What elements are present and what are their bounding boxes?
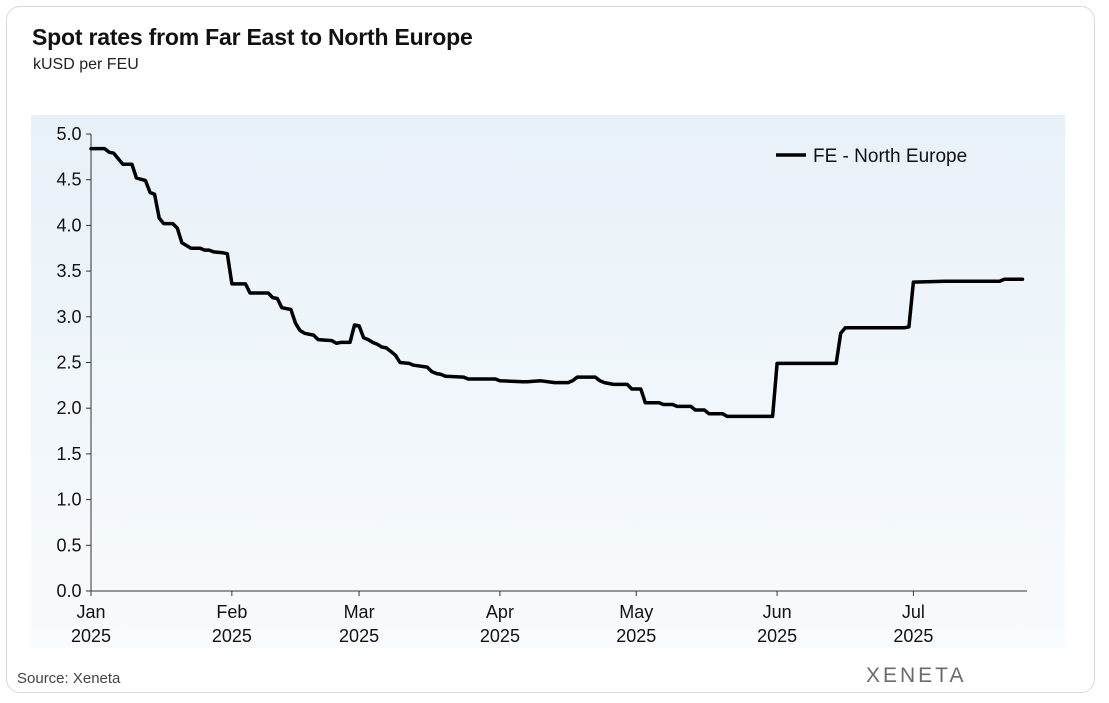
y-tick-label: 2.0 — [56, 398, 81, 418]
x-tick-year: 2025 — [339, 626, 379, 646]
legend: FE - North Europe — [776, 146, 967, 167]
x-tick-month: Jun — [763, 602, 792, 622]
y-tick-label: 1.0 — [56, 490, 81, 510]
y-tick-label: 1.5 — [56, 444, 81, 464]
x-tick-year: 2025 — [212, 626, 252, 646]
x-tick-year: 2025 — [480, 626, 520, 646]
x-tick-year: 2025 — [757, 626, 797, 646]
y-tick-label: 0.5 — [56, 535, 81, 555]
x-tick-year: 2025 — [616, 626, 656, 646]
chart-subtitle: kUSD per FEU — [33, 56, 139, 73]
y-tick-label: 4.5 — [56, 170, 81, 190]
x-tick-month: Feb — [216, 602, 247, 622]
y-tick-label: 4.0 — [56, 215, 81, 235]
x-tick-month: May — [619, 602, 653, 622]
x-tick-month: Jan — [76, 602, 105, 622]
y-tick-label: 5.0 — [56, 124, 81, 144]
source-note: Source: Xeneta — [17, 670, 121, 687]
x-tick-month: Mar — [344, 602, 375, 622]
y-tick-label: 3.0 — [56, 307, 81, 327]
y-tick-label: 2.5 — [56, 353, 81, 373]
y-tick-label: 0.0 — [56, 581, 81, 601]
x-tick-month: Apr — [486, 602, 514, 622]
series-line-fe-north-europe — [89, 146, 1025, 419]
x-tick-year: 2025 — [71, 626, 111, 646]
y-tick-label: 3.5 — [56, 261, 81, 281]
y-axis-ticks: 0.0 0.5 1.0 1.5 2.0 2.5 3.0 3.5 4.0 4.5 5.0 — [56, 124, 91, 601]
legend-label: FE - North Europe — [813, 146, 967, 167]
chart-title: Spot rates from Far East to North Europe — [32, 24, 473, 50]
x-tick-year: 2025 — [893, 626, 933, 646]
brand-logo: XENETA — [866, 664, 967, 687]
x-tick-month: Jul — [902, 602, 925, 622]
x-axis-ticks: Jan 2025 Feb 2025 Mar 2025 Apr 2025 May 2025 Jun 20… — [71, 591, 933, 646]
